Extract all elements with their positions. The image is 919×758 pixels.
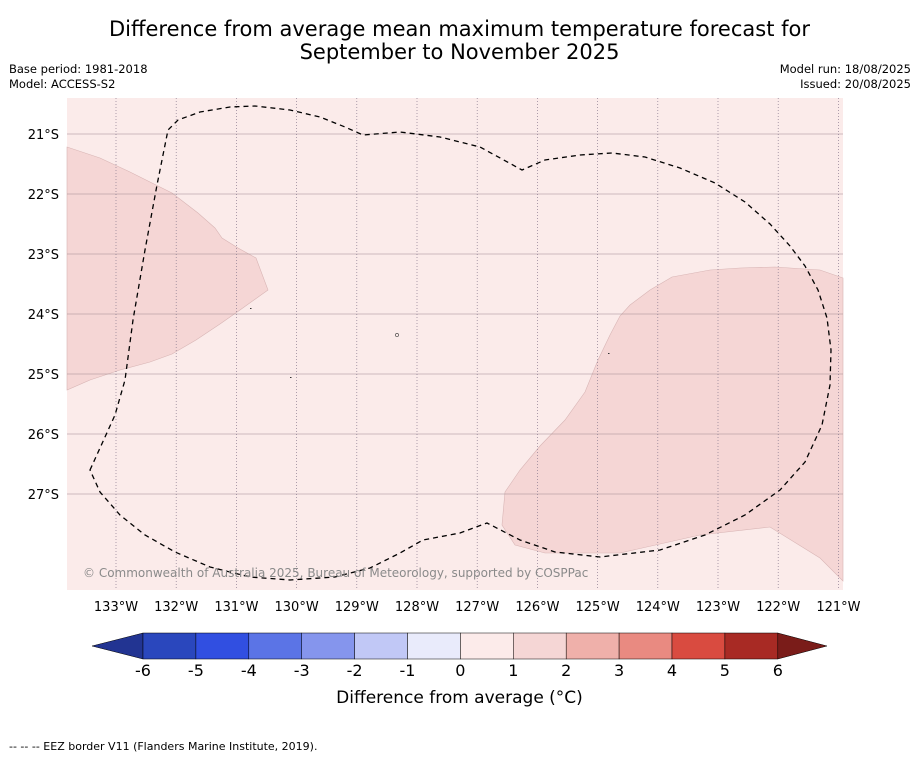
title-line-1: Difference from average mean maximum tem… [109,17,810,41]
colorbar-tick-label: 2 [561,661,571,680]
colorbar-tick-label: -2 [347,661,363,680]
gridlines [67,98,843,590]
issued-date: Issued: 20/08/2025 [800,77,911,91]
colorbar-tick-label: 6 [773,661,783,680]
colorbar-tick-label: 4 [667,661,677,680]
lat-label: 21°S [28,128,59,143]
latitude-labels: 21°S 22°S 23°S 24°S 25°S 26°S 27°S [28,128,59,503]
colorbar-tick-label: -3 [294,661,310,680]
lat-label: 26°S [28,428,59,443]
island-4 [608,353,610,354]
colorbar-tick-label: 5 [720,661,730,680]
colorbar-tick-label: -1 [400,661,416,680]
lon-label: 127°W [455,600,499,615]
colorbar-segment [301,632,355,660]
model-run: Model run: 18/08/2025 [779,62,911,76]
map-title: Difference from average mean maximum tem… [0,18,919,64]
lon-label: 125°W [576,600,620,615]
colorbar-segment [142,632,197,660]
lon-label: 128°W [395,600,439,615]
island-1 [395,333,399,337]
colorbar-tick-label: 3 [614,661,624,680]
lon-label: 132°W [154,600,198,615]
island-3 [290,377,292,378]
colorbar [91,632,828,660]
eez-footnote: -- -- -- EEZ border V11 (Flanders Marine… [9,740,318,753]
lat-label: 23°S [28,248,59,263]
lon-label: 130°W [275,600,319,615]
colorbar-segment [407,632,461,660]
anomaly-region-east [501,266,844,582]
lon-label: 124°W [636,600,680,615]
colorbar-segment [671,632,726,660]
title-line-2: September to November 2025 [299,40,620,64]
longitude-labels: 133°W 132°W 131°W 130°W 129°W 128°W 127°W 126°W… [94,600,861,615]
lat-label: 22°S [28,188,59,203]
base-period: Base period: 1981-2018 [9,62,148,76]
colorbar-tick-label: -4 [241,661,257,680]
colorbar-extend-low [91,632,144,660]
colorbar-segment [248,632,302,660]
colorbar-tick-label: -5 [188,661,204,680]
colorbar-ticks: -6 -5 -4 -3 -2 -1 0 1 2 3 4 5 6 [135,661,783,680]
map-panel: © Commonwealth of Australia 2025, Bureau… [28,98,861,680]
copyright-text: © Commonwealth of Australia 2025, Bureau… [83,566,588,580]
colorbar-label: Difference from average (°C) [336,688,583,708]
colorbar-segment [565,632,620,660]
lon-label: 122°W [756,600,800,615]
colorbar-segment [513,632,567,660]
lon-label: 121°W [816,600,860,615]
lon-label: 129°W [335,600,379,615]
meta-left: Base period: 1981-2018 Model: ACCESS-S2 [9,62,148,92]
lat-label: 27°S [28,488,59,503]
colorbar-segment [724,632,779,660]
colorbar-segment [460,632,514,660]
lon-label: 133°W [94,600,138,615]
colorbar-extend-high [777,632,828,660]
island-2 [250,308,252,309]
colorbar-tick-label: -6 [135,661,151,680]
colorbar-segment [354,632,408,660]
model-name: Model: ACCESS-S2 [9,77,116,91]
lon-label: 131°W [214,600,258,615]
colorbar-tick-label: 0 [455,661,465,680]
colorbar-segment [195,632,250,660]
lon-label: 123°W [696,600,740,615]
colorbar-tick-label: 1 [508,661,518,680]
anomaly-region-west [66,146,269,391]
lat-label: 24°S [28,308,59,323]
lon-label: 126°W [515,600,559,615]
meta-right: Model run: 18/08/2025 Issued: 20/08/2025 [780,62,911,92]
lat-label: 25°S [28,368,59,383]
colorbar-segment [618,632,673,660]
